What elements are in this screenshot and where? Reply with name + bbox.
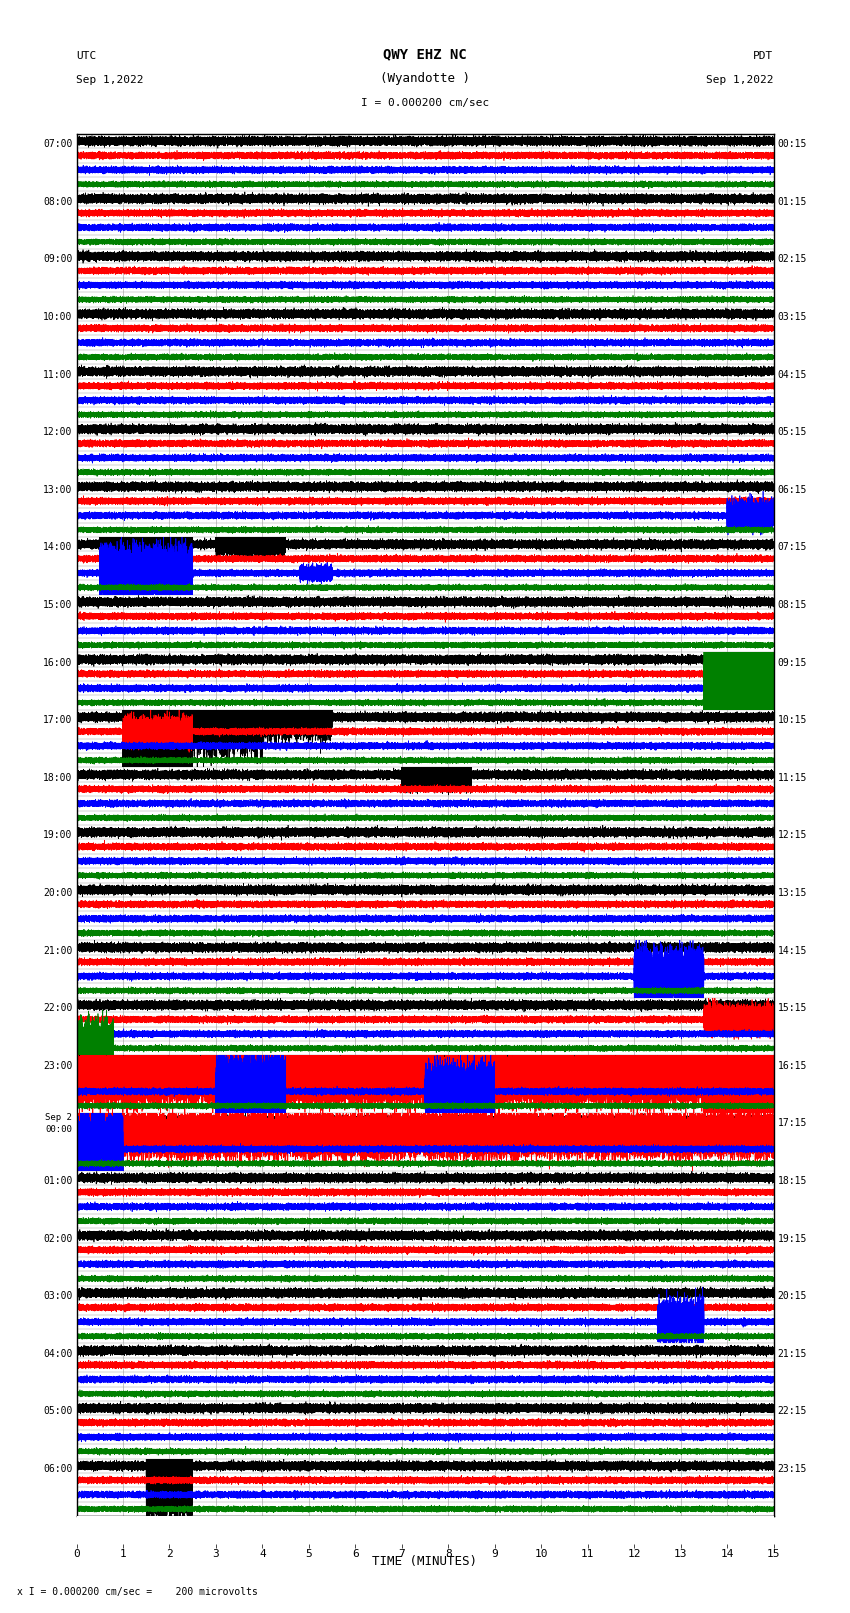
Text: Sep 1,2022: Sep 1,2022 [76,76,144,85]
Text: 12:15: 12:15 [778,831,807,840]
Text: 16:15: 16:15 [778,1061,807,1071]
Text: 05:15: 05:15 [778,427,807,437]
Text: 12:00: 12:00 [42,427,72,437]
Text: 20:15: 20:15 [778,1290,807,1302]
Text: 07:15: 07:15 [778,542,807,552]
Text: TIME (MINUTES): TIME (MINUTES) [372,1555,478,1568]
Text: 15:00: 15:00 [42,600,72,610]
Text: 23:00: 23:00 [42,1061,72,1071]
Text: 03:15: 03:15 [778,311,807,323]
Text: 07:00: 07:00 [42,139,72,150]
Text: 06:00: 06:00 [42,1465,72,1474]
Text: 21:00: 21:00 [42,945,72,955]
Text: 18:00: 18:00 [42,773,72,782]
Text: 00:15: 00:15 [778,139,807,150]
Text: 10:00: 10:00 [42,311,72,323]
Text: 03:00: 03:00 [42,1290,72,1302]
Text: 01:00: 01:00 [42,1176,72,1186]
Text: 09:15: 09:15 [778,658,807,668]
Text: x I = 0.000200 cm/sec =    200 microvolts: x I = 0.000200 cm/sec = 200 microvolts [17,1587,258,1597]
Text: 04:00: 04:00 [42,1348,72,1358]
Text: 18:15: 18:15 [778,1176,807,1186]
Text: 23:15: 23:15 [778,1465,807,1474]
Text: 16:00: 16:00 [42,658,72,668]
Text: 09:00: 09:00 [42,255,72,265]
Text: 10:15: 10:15 [778,715,807,726]
Text: 08:15: 08:15 [778,600,807,610]
Text: (Wyandotte ): (Wyandotte ) [380,73,470,85]
Text: 17:00: 17:00 [42,715,72,726]
Text: Sep 2: Sep 2 [45,1113,72,1123]
Text: 02:15: 02:15 [778,255,807,265]
Text: Sep 1,2022: Sep 1,2022 [706,76,774,85]
Text: 15:15: 15:15 [778,1003,807,1013]
Text: 02:00: 02:00 [42,1234,72,1244]
Text: 14:15: 14:15 [778,945,807,955]
Text: 04:15: 04:15 [778,369,807,379]
Text: PDT: PDT [753,52,774,61]
Text: 05:00: 05:00 [42,1407,72,1416]
Text: 14:00: 14:00 [42,542,72,552]
Text: 11:15: 11:15 [778,773,807,782]
Text: 17:15: 17:15 [778,1118,807,1129]
Text: 13:15: 13:15 [778,889,807,898]
Text: I = 0.000200 cm/sec: I = 0.000200 cm/sec [361,98,489,108]
Text: 08:00: 08:00 [42,197,72,206]
Text: 11:00: 11:00 [42,369,72,379]
Text: QWY EHZ NC: QWY EHZ NC [383,47,467,61]
Text: 13:00: 13:00 [42,486,72,495]
Text: 19:15: 19:15 [778,1234,807,1244]
Text: 22:00: 22:00 [42,1003,72,1013]
Text: 20:00: 20:00 [42,889,72,898]
Text: 19:00: 19:00 [42,831,72,840]
Text: 06:15: 06:15 [778,486,807,495]
Text: 22:15: 22:15 [778,1407,807,1416]
Text: 01:15: 01:15 [778,197,807,206]
Text: 00:00: 00:00 [45,1124,72,1134]
Text: 21:15: 21:15 [778,1348,807,1358]
Text: UTC: UTC [76,52,97,61]
